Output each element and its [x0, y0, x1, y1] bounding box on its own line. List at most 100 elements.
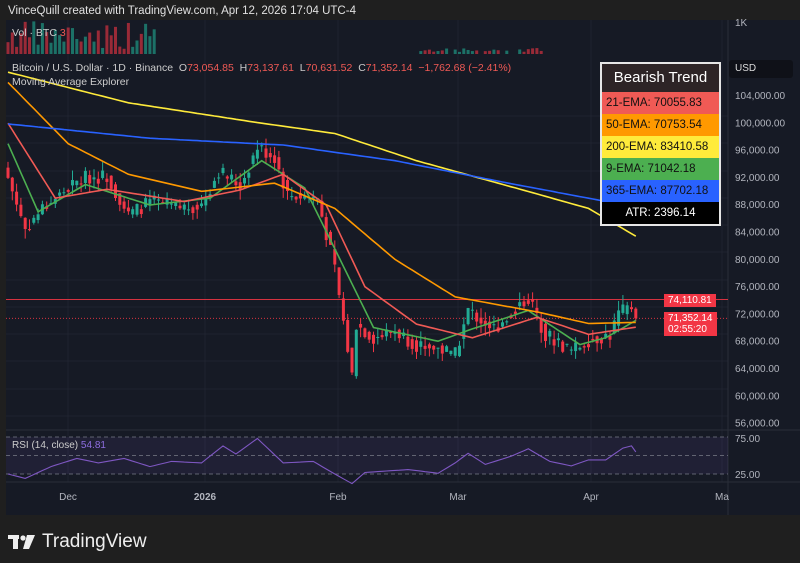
candle-body	[561, 341, 565, 352]
brand-name: TradingView	[42, 531, 147, 552]
21-ema-line	[7, 122, 636, 339]
volume-bar	[79, 41, 83, 54]
volume-bar	[23, 21, 27, 54]
volume-bar	[10, 32, 14, 54]
volume-bar	[75, 38, 79, 54]
candle-body	[268, 153, 272, 158]
time-axis-label: Feb	[329, 492, 347, 503]
volume-value: 3	[59, 27, 66, 39]
candle-body	[165, 199, 169, 205]
volume-bar	[522, 51, 526, 54]
candle-body	[62, 192, 66, 194]
ema50-row: 50-EMA: 70753.54	[602, 114, 719, 136]
volume-bar	[535, 48, 539, 54]
time-axis-label: Dec	[59, 492, 77, 503]
ema200-row: 200-EMA: 83410.58	[602, 136, 719, 158]
chart-canvas[interactable]: 104,000.00 100,000.00 96,000.00 92,000.00 88…	[6, 20, 800, 515]
low-value: 70,631.52	[305, 62, 353, 74]
candle-body	[367, 331, 371, 340]
candle-body	[96, 178, 100, 184]
time-axis-label: 2026	[194, 492, 217, 503]
candle-body	[406, 336, 410, 347]
price-tick-label: 100,000.00	[735, 118, 785, 129]
volume-bar	[109, 35, 113, 54]
last-price-value: 71,352.14	[668, 313, 713, 324]
candle-body	[372, 334, 375, 344]
candle-body	[221, 167, 225, 174]
volume-bar	[71, 28, 74, 54]
price-tick-label: 80,000.00	[735, 255, 780, 266]
candle-body	[324, 217, 328, 241]
candle-body	[526, 300, 530, 304]
candle-body	[574, 342, 578, 352]
symbol-name[interactable]: Bitcoin / U.S. Dollar · 1D · Binance	[12, 62, 174, 74]
candle-body	[182, 204, 186, 210]
rsi-label-text: RSI (14, close)	[12, 440, 79, 451]
price-tick-label: 72,000.00	[735, 309, 780, 320]
candle-body	[432, 345, 436, 350]
currency-button[interactable]: USD	[729, 60, 793, 78]
volume-bar	[114, 26, 117, 54]
rsi-line	[7, 437, 637, 485]
candle-body	[376, 336, 380, 338]
volume-bar	[432, 51, 436, 54]
candle-body	[15, 191, 19, 205]
rsi-value: 54.81	[80, 440, 106, 451]
price-tick-label: 84,000.00	[735, 228, 780, 239]
candle-body	[144, 198, 148, 207]
candle-body	[341, 298, 345, 321]
candle-body	[470, 309, 474, 311]
atr-row: ATR: 2396.14	[602, 202, 719, 224]
candle-body	[139, 209, 143, 215]
ema21-row: 21-EMA: 70055.83	[602, 92, 719, 114]
candle-body	[126, 207, 130, 212]
candle-body	[10, 177, 14, 192]
candle-body	[66, 190, 70, 192]
volume-label: Vol · BTC 3	[12, 27, 66, 39]
volume-bar	[32, 21, 36, 54]
candle-body	[630, 307, 633, 310]
candle-body	[466, 308, 470, 325]
candle-body	[320, 200, 324, 217]
volume-bar	[45, 32, 49, 54]
bar-countdown: 02:55:20	[668, 324, 707, 335]
candle-body	[195, 204, 199, 210]
candle-body	[118, 193, 122, 205]
candle-body	[217, 177, 221, 179]
candle-body	[178, 205, 182, 209]
candle-body	[88, 175, 92, 184]
volume-bar	[62, 41, 66, 54]
candle-body	[505, 321, 509, 323]
volume-bar	[475, 50, 479, 54]
time-axis-label: Apr	[583, 492, 599, 503]
volume-bar	[436, 51, 440, 54]
tradingview-logo-icon	[8, 535, 35, 549]
candle-body	[440, 345, 444, 354]
price-tick-label: 104,000.00	[735, 91, 785, 102]
candle-body	[101, 170, 105, 178]
candle-body	[445, 346, 449, 352]
candle-body	[247, 172, 251, 178]
candle-body	[71, 180, 74, 186]
candle-body	[131, 209, 135, 215]
candle-body	[243, 177, 246, 184]
volume-bar	[92, 41, 96, 54]
candle-body	[488, 321, 492, 329]
volume-bar	[518, 49, 522, 54]
indicator-name[interactable]: Moving Average Explorer	[12, 76, 130, 88]
candle-body	[255, 149, 259, 159]
volume-bar	[126, 22, 130, 54]
open-label: O	[178, 62, 188, 74]
candle-body	[260, 145, 264, 147]
volume-bar	[152, 29, 156, 54]
volume-bar	[470, 51, 474, 54]
9-ema-line	[7, 143, 637, 346]
volume-bar	[53, 29, 57, 54]
candle-body	[58, 192, 62, 196]
candle-body	[75, 180, 79, 186]
candle-body	[513, 311, 517, 314]
candle-body	[333, 249, 337, 265]
candle-body	[599, 338, 603, 344]
volume-bar	[40, 23, 44, 54]
tradingview-logo[interactable]: TradingView	[8, 531, 147, 553]
